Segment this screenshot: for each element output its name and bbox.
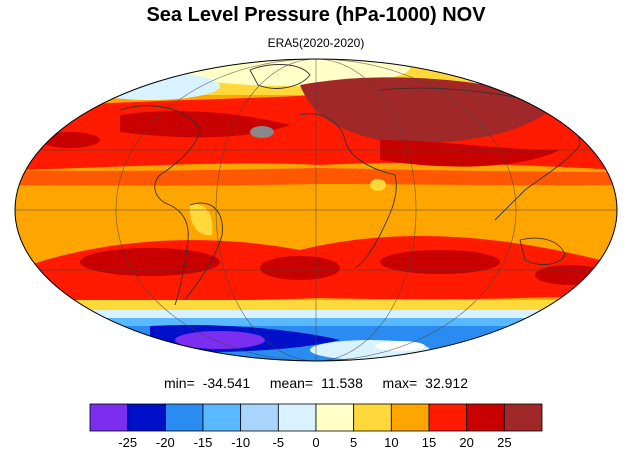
colorbar-tick-label: -25 [118, 435, 137, 450]
colorbar-swatch [466, 403, 505, 432]
colorbar-swatch [127, 403, 166, 432]
amazon-low [189, 204, 213, 236]
colorbar-tick-label: -15 [194, 435, 213, 450]
colorbar-swatch [164, 403, 204, 432]
mean-label: mean= [269, 375, 314, 391]
north-pacific-high [40, 132, 100, 148]
colorbar-boxes [89, 403, 543, 432]
colorbar-ticks: -25 -20 -15 -10 -5 0 5 10 15 20 25 [118, 435, 511, 450]
north-atlantic-high [120, 111, 290, 138]
max-value: 32.912 [425, 375, 468, 391]
stats-line: min= -34.541 mean= 11.538 max= 32.912 [0, 375, 632, 391]
colorbar-tick-label: 25 [497, 435, 511, 450]
antarctic-plateau-high [375, 341, 425, 351]
antarctic-min-core [175, 331, 265, 349]
colorbar-swatch [202, 403, 242, 432]
colorbar-swatch [353, 403, 392, 432]
colorbar-tick-label: 10 [384, 435, 398, 450]
europe-africa-coast [299, 113, 397, 269]
australia-coast [519, 237, 566, 266]
greenland-coast [249, 64, 311, 89]
colorbar-tick-label: 20 [459, 435, 473, 450]
mean-value: 11.538 [321, 375, 363, 391]
min-label: min= [164, 375, 195, 391]
colorbar-swatch [89, 403, 129, 432]
max-label: max= [382, 375, 418, 391]
south-pacific-high [80, 248, 220, 276]
colorbar-swatch [428, 403, 468, 432]
colorbar-swatch [277, 403, 317, 432]
colorbar-swatch [240, 403, 279, 432]
map-title: Sea Level Pressure (hPa-1000) NOV [146, 4, 486, 26]
indian-ocean-high [380, 250, 500, 274]
asia-high-core [380, 140, 560, 167]
colorbar-tick-label: -10 [231, 435, 250, 450]
colorbar-tick-label: 0 [312, 435, 319, 450]
arctic-high-pale [170, 59, 410, 86]
colorbar-tick-label: 5 [350, 435, 357, 450]
north-atlantic-max-patch [250, 126, 274, 138]
colorbar-swatch [503, 403, 543, 432]
colorbar-swatch [390, 403, 430, 432]
graticule [15, 59, 617, 361]
south-atlantic-high [260, 256, 340, 280]
sahara-low [370, 179, 386, 191]
min-value: -34.541 [202, 375, 251, 391]
colorbar-swatch [315, 403, 355, 432]
colorbar-tick-label: 15 [422, 435, 436, 450]
americas-coast [119, 105, 201, 306]
map-subtitle: ERA5(2020-2020) [267, 36, 365, 50]
south-america-coast [184, 202, 223, 301]
globe-outline [14, 58, 618, 362]
colorbar-tick-label: -5 [273, 435, 285, 450]
colorbar-tick-label: -20 [156, 435, 175, 450]
